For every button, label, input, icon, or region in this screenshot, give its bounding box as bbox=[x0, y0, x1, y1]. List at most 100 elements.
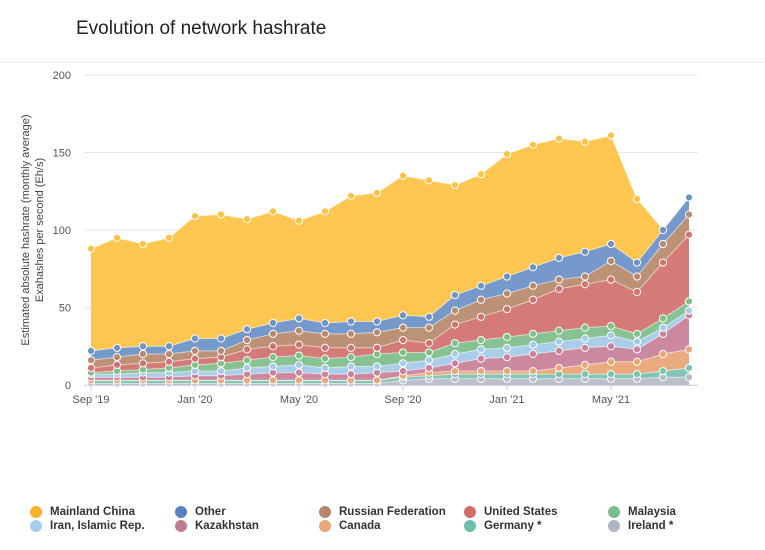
data-point bbox=[320, 343, 330, 352]
data-point bbox=[372, 376, 382, 385]
data-point bbox=[450, 306, 460, 315]
data-point bbox=[398, 348, 408, 357]
data-point bbox=[554, 284, 564, 293]
data-point bbox=[268, 342, 278, 351]
data-point bbox=[502, 304, 512, 314]
legend-item[interactable]: Iran, Islamic Rep. bbox=[30, 520, 145, 532]
y-tick-label: 100 bbox=[53, 225, 71, 237]
data-point bbox=[554, 326, 564, 335]
title-divider bbox=[0, 62, 765, 63]
data-point bbox=[580, 137, 590, 146]
legend-item[interactable]: United States bbox=[464, 506, 558, 518]
data-point bbox=[632, 194, 642, 204]
data-point bbox=[502, 332, 512, 342]
legend-marker-icon bbox=[30, 506, 42, 518]
area-germany- bbox=[91, 367, 689, 384]
area-series bbox=[91, 135, 689, 385]
data-point bbox=[658, 349, 668, 359]
area-kazakhstan bbox=[91, 315, 689, 381]
legend-label: Iran, Islamic Rep. bbox=[50, 520, 145, 532]
data-point bbox=[554, 346, 564, 355]
data-point bbox=[242, 325, 252, 334]
data-point bbox=[554, 337, 564, 346]
legend-marker-icon bbox=[30, 520, 42, 532]
y-tick-label: 50 bbox=[59, 303, 71, 315]
series-line bbox=[90, 134, 638, 250]
data-point bbox=[164, 233, 174, 242]
legend-item[interactable]: Malaysia bbox=[608, 506, 676, 518]
data-point bbox=[632, 272, 642, 281]
series-line bbox=[90, 214, 690, 361]
data-point bbox=[424, 363, 434, 373]
data-point bbox=[242, 356, 252, 365]
data-point bbox=[450, 320, 460, 329]
data-point bbox=[398, 311, 408, 320]
data-point bbox=[112, 343, 122, 352]
data-point bbox=[502, 366, 512, 376]
legend-item[interactable]: Mainland China bbox=[30, 506, 135, 518]
data-point bbox=[528, 329, 538, 338]
area-united-states bbox=[91, 234, 689, 373]
data-point bbox=[684, 363, 694, 373]
data-point bbox=[424, 339, 434, 348]
legend-item[interactable]: Ireland * bbox=[608, 520, 673, 532]
y-axis-ticks: 0 50 100 150 200 bbox=[53, 70, 71, 392]
data-point bbox=[606, 342, 616, 351]
data-point bbox=[320, 207, 330, 216]
x-tick-label: Jan '20 bbox=[177, 394, 212, 406]
data-point bbox=[476, 281, 486, 290]
legend-label: Canada bbox=[339, 520, 381, 532]
data-point bbox=[684, 345, 694, 354]
data-point bbox=[606, 239, 616, 249]
legend-item[interactable]: Russian Federation bbox=[319, 506, 446, 518]
data-point bbox=[346, 353, 356, 362]
data-point bbox=[372, 362, 382, 371]
data-point bbox=[606, 331, 616, 340]
legend-label: Kazakhstan bbox=[195, 520, 259, 532]
series-lines bbox=[90, 134, 690, 384]
data-point bbox=[164, 342, 174, 351]
data-point bbox=[658, 258, 668, 267]
series-line bbox=[91, 310, 690, 375]
data-point bbox=[268, 318, 278, 328]
data-point bbox=[606, 275, 616, 284]
legend-item[interactable]: Germany * bbox=[464, 520, 542, 532]
x-tick-label: Jan '21 bbox=[489, 394, 524, 406]
legend-marker-icon bbox=[319, 520, 331, 532]
series-line bbox=[90, 234, 690, 369]
data-point bbox=[372, 328, 382, 337]
data-point bbox=[580, 247, 590, 256]
x-axis-ticks: Sep '19 Jan '20 May '20 Sep '20 Jan '21 May '… bbox=[73, 385, 630, 406]
data-point bbox=[684, 193, 694, 202]
data-point bbox=[580, 272, 590, 281]
area-mainland-china bbox=[91, 135, 663, 351]
data-point bbox=[268, 376, 278, 385]
legend-marker-icon bbox=[464, 506, 476, 518]
data-point bbox=[528, 340, 538, 349]
data-point bbox=[164, 349, 174, 359]
legend-item[interactable]: Canada bbox=[319, 520, 381, 532]
data-point bbox=[242, 363, 252, 373]
data-point bbox=[190, 211, 200, 221]
data-point bbox=[242, 335, 252, 345]
data-point bbox=[424, 323, 434, 332]
data-point bbox=[294, 351, 304, 360]
legend-item[interactable]: Other bbox=[175, 506, 226, 518]
data-point bbox=[294, 376, 304, 385]
series-line bbox=[91, 376, 689, 384]
data-point bbox=[684, 210, 694, 219]
data-point bbox=[476, 170, 486, 179]
data-point bbox=[216, 210, 226, 219]
y-tick-label: 0 bbox=[65, 380, 71, 392]
area-russian-federation bbox=[91, 214, 689, 368]
data-point bbox=[658, 323, 668, 332]
data-point bbox=[138, 359, 148, 368]
series-line bbox=[90, 197, 690, 352]
data-point bbox=[346, 362, 356, 371]
data-point bbox=[320, 363, 330, 373]
legend-item[interactable]: Kazakhstan bbox=[175, 520, 259, 532]
data-point bbox=[294, 216, 304, 225]
data-point bbox=[190, 354, 200, 363]
data-point bbox=[684, 297, 694, 306]
data-point bbox=[86, 363, 96, 373]
